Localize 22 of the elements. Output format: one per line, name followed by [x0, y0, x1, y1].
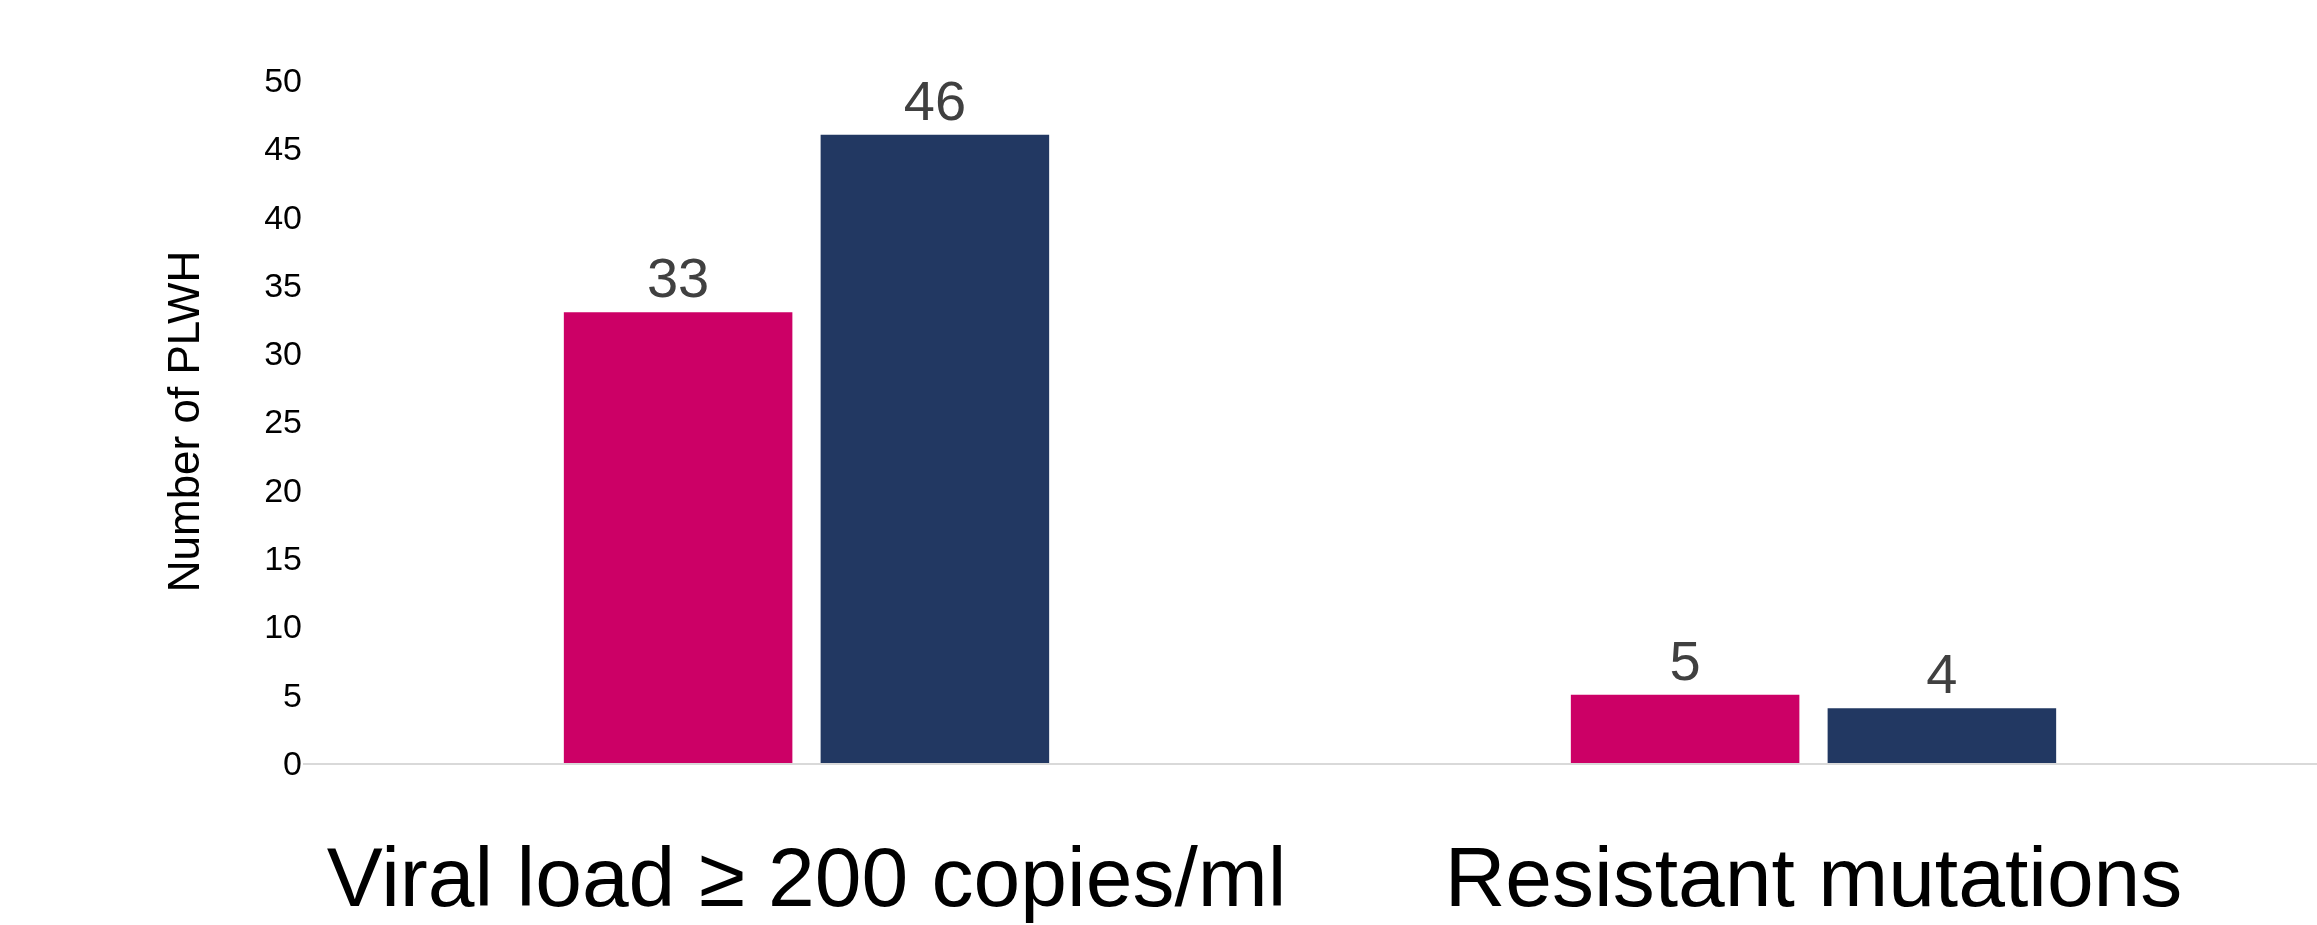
data-label: 33 [646, 246, 710, 310]
y-tick-label: 20 [264, 470, 302, 509]
y-tick-label: 45 [264, 129, 302, 168]
y-tick-label: 25 [264, 402, 302, 441]
y-tick-label: 5 [283, 675, 302, 714]
y-tick-label: 15 [264, 539, 302, 577]
bar [1570, 694, 1800, 763]
data-label: 4 [1926, 642, 1958, 706]
y-tick-label: 30 [264, 334, 302, 373]
y-tick-label: 0 [283, 743, 302, 782]
y-tick-label: 50 [264, 60, 302, 99]
data-label: 46 [903, 68, 967, 132]
y-tick-label: 40 [264, 197, 302, 236]
data-label: 5 [1669, 628, 1701, 692]
y-tick-label: 10 [264, 607, 302, 646]
bar [1827, 708, 2057, 763]
x-tick-label: Viral load ≥ 200 copies/ml [326, 829, 1287, 924]
y-tick-label: 35 [264, 265, 302, 304]
bar [820, 134, 1050, 763]
y-axis-title: Number of PLWH [159, 250, 209, 593]
x-tick-label: Resistant mutations [1444, 829, 2183, 924]
bar [563, 312, 793, 763]
